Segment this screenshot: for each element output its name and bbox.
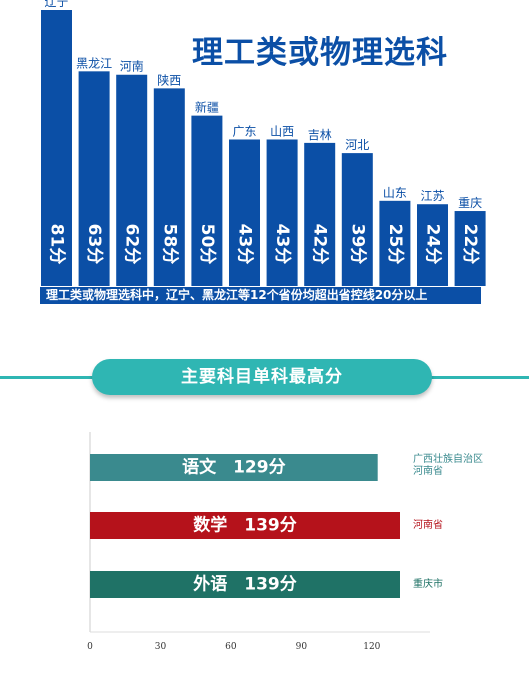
x-tick-label: 60 [225,642,237,652]
province-label: 重庆市 [413,577,443,590]
value-label: 62分 [122,224,142,265]
bar [304,142,336,286]
category-label: 陕西 [157,72,181,87]
province-label: 广西壮族自治区河南省 [413,452,483,477]
bar [417,204,448,286]
category-label: 广东 [232,124,256,138]
category-label: 重庆 [458,196,482,210]
category-label: 江苏 [420,189,444,203]
bar-label: 数学 139分 [193,515,297,536]
bar-label: 语文 129分 [182,457,286,478]
value-label: 50分 [197,224,217,265]
bar [116,74,148,286]
bar [229,139,260,286]
category-label: 黑龙江 [76,56,112,70]
province-label: 河南省 [413,518,443,531]
bar [90,454,378,481]
category-label: 辽宁 [44,0,68,9]
bar [341,153,373,286]
bar [266,139,298,286]
bar [41,10,72,286]
bar [78,71,110,286]
chart-annotation: 理工类或物理选科中，辽宁、黑龙江等12个省份均超出省控线20分以上 [40,287,481,304]
score-bar-chart: 辽宁 81分 黑龙江 63分 河南 62分 陕西 58分 新疆 50分 广东 43分 山西 43分 吉林 42… [41,0,486,287]
value-label: 24分 [423,224,443,265]
category-label: 山西 [270,124,294,138]
bar [454,211,486,286]
bar [191,115,223,286]
value-label: 25分 [385,224,405,265]
value-label: 22分 [460,224,480,265]
bar [90,571,400,598]
bar [90,512,400,539]
category-label: 新疆 [195,100,219,115]
category-label: 河北 [345,138,369,152]
value-label: 81分 [47,224,67,265]
bar [379,200,411,286]
x-tick-label: 90 [296,642,308,652]
value-label: 58分 [159,224,179,265]
value-label: 42分 [310,224,330,265]
x-tick-label: 0 [87,642,93,652]
category-label: 吉林 [308,128,332,142]
x-tick-label: 30 [155,642,167,652]
bar-label: 外语 139分 [193,574,297,595]
value-label: 43分 [235,224,255,265]
x-tick-label: 120 [363,642,380,652]
value-label: 39分 [347,224,367,265]
category-label: 山东 [383,186,407,200]
value-label: 63分 [84,224,104,265]
chart-title: 理工类或物理选科 [192,35,448,71]
section-title: 主要科目单科最高分 [92,359,432,395]
bar [153,88,185,287]
value-label: 43分 [272,224,292,265]
category-label: 河南 [120,59,144,74]
